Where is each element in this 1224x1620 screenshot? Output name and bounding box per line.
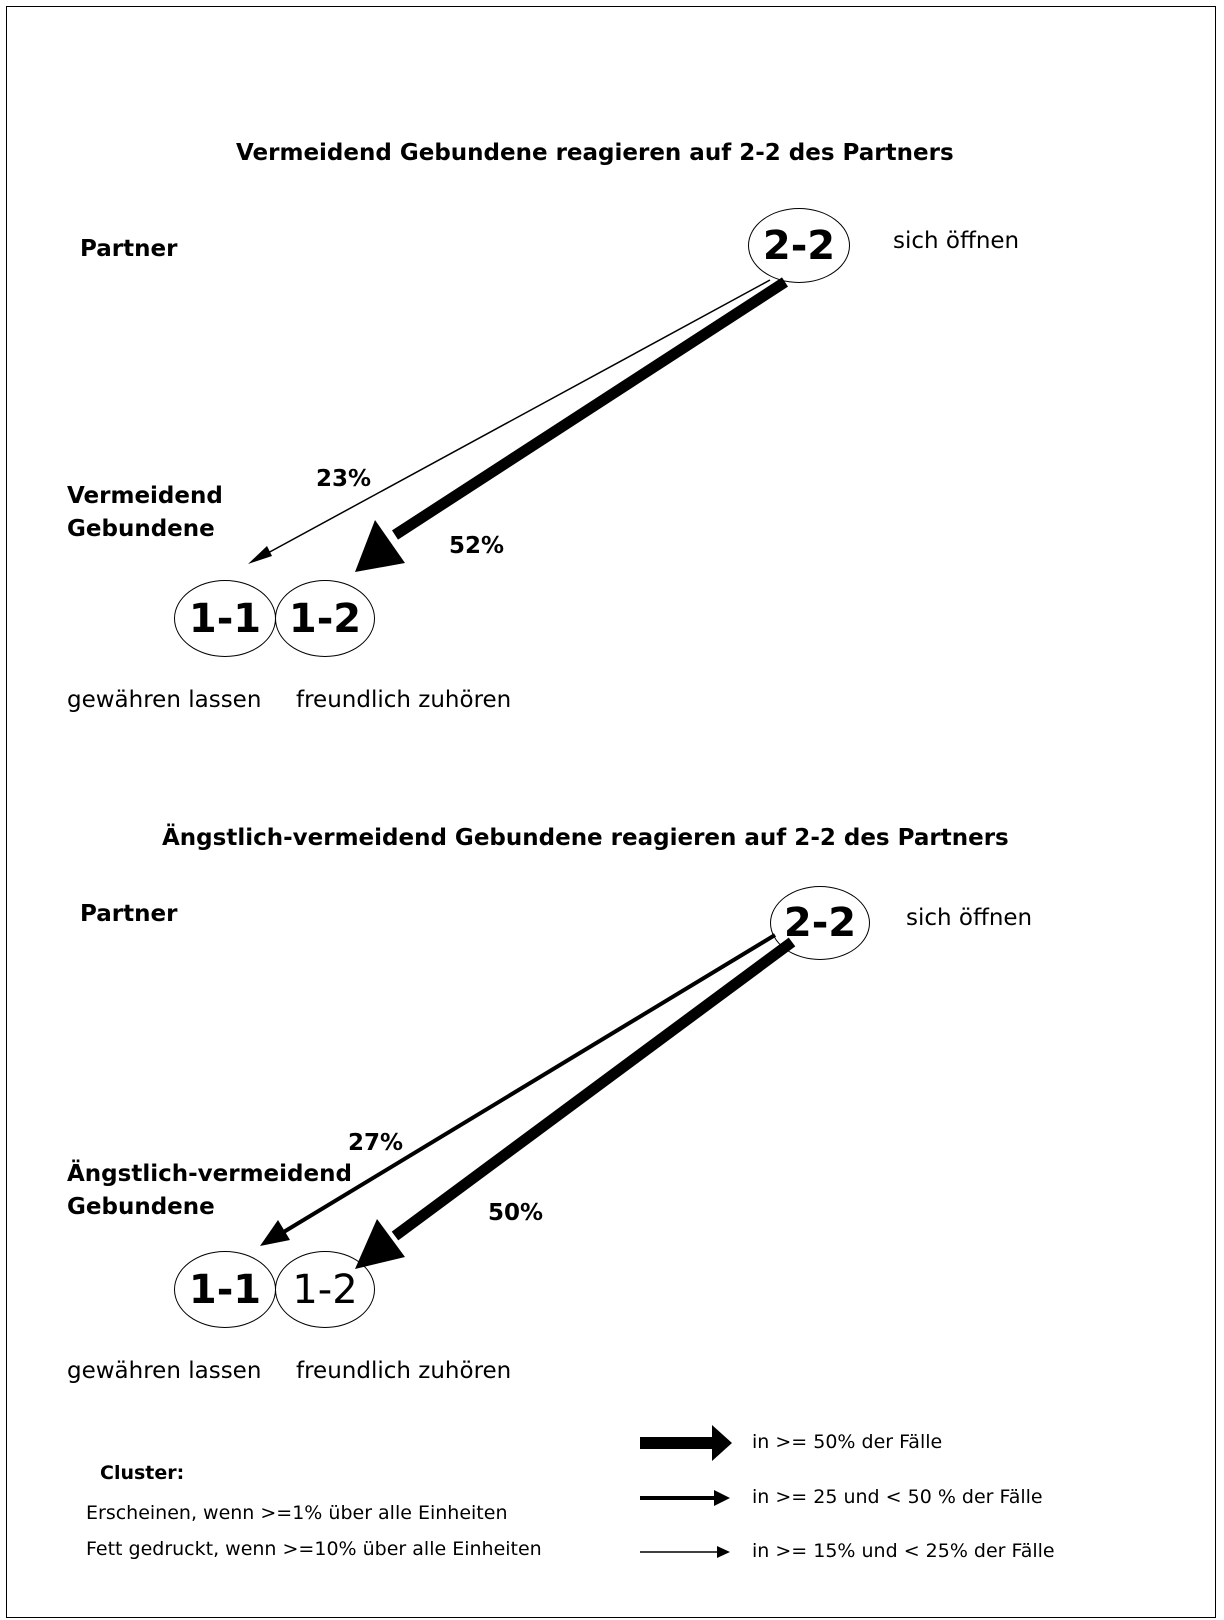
arrowhead-1-2-thick-b [355,1219,405,1269]
panel1-target-1-2-description: freundlich zuhören [296,687,512,713]
panel1-node-2-2-label: 2-2 [762,222,836,269]
panel1-node-1-1-label: 1-1 [188,595,262,642]
panel1-source-description: sich öffnen [893,228,1020,254]
panel2-group-label-line2: Gebundene [67,1194,215,1220]
arrowhead-1-2-thick [355,520,405,572]
arrowhead-1-1-medium [260,1220,290,1246]
panel2-node-1-2: 1-2 [275,1251,375,1328]
panel1-edge-1-1-percent: 23% [316,466,372,492]
panel1-node-1-1: 1-1 [174,580,276,657]
panel2-title: Ängstlich-vermeidend Gebundene reagieren… [162,825,1009,851]
panel2-source-description: sich öffnen [906,905,1033,931]
panel2-edge-1-1-percent: 27% [348,1130,404,1156]
legend-cluster-title: Cluster: [100,1462,185,1484]
figure-frame [6,6,1216,1618]
panel2-node-1-1: 1-1 [174,1251,276,1328]
panel2-partner-label: Partner [80,901,178,927]
panel2-target-1-1-description: gewähren lassen [67,1358,262,1384]
edge-2-2-to-1-2-thick [392,277,788,540]
panel1-edge-1-2-percent: 52% [449,533,505,559]
legend-arrowhead-thin [717,1546,730,1558]
panel2-target-1-2-description: freundlich zuhören [296,1358,512,1384]
panel1-node-1-2-label: 1-2 [288,595,362,642]
panel2-node-1-1-label: 1-1 [188,1266,262,1313]
panel2-edge-1-2-percent: 50% [488,1200,544,1226]
panel1-partner-label: Partner [80,236,178,262]
legend-cluster-line1: Erscheinen, wenn >=1% über alle Einheite… [86,1502,508,1524]
edge-2-2-to-1-1-medium [280,933,777,1235]
panel2-node-2-2-label: 2-2 [783,900,857,946]
panel2-node-1-2-label: 1-2 [292,1266,358,1313]
panel2-node-2-2: 2-2 [770,886,870,960]
panel1-group-label-line2: Gebundene [67,516,215,542]
legend-arrowhead-thick [712,1425,732,1461]
legend-arrow-thick-label: in >= 50% der Fälle [752,1431,943,1453]
panel1-node-2-2: 2-2 [748,208,850,283]
legend-arrow-medium-label: in >= 25 und < 50 % der Fälle [752,1486,1043,1508]
panel1-group-label-line1: Vermeidend [67,483,223,509]
legend-cluster-line2: Fett gedruckt, wenn >=10% über alle Einh… [86,1538,542,1560]
panel1-target-1-1-description: gewähren lassen [67,687,262,713]
edge-2-2-to-1-2-thick-b [391,937,796,1241]
edge-2-2-to-1-1-thin [254,279,771,561]
panel2-group-label-line1: Ängstlich-vermeidend [67,1161,352,1187]
arrowhead-1-1-thin [248,546,272,564]
panel1-title: Vermeidend Gebundene reagieren auf 2-2 d… [236,140,954,166]
legend-arrowhead-medium [714,1490,730,1506]
legend-arrow-thin-label: in >= 15% und < 25% der Fälle [752,1540,1055,1562]
panel1-node-1-2: 1-2 [275,580,375,657]
